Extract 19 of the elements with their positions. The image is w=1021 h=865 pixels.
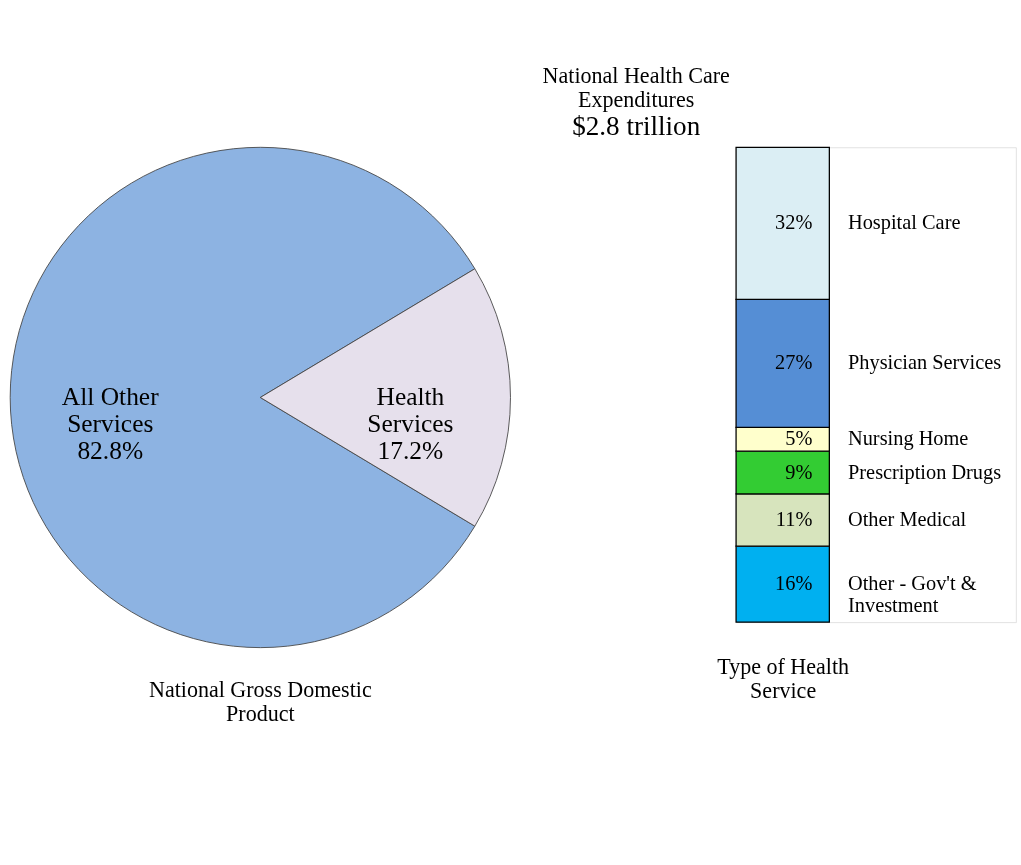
data-label: 11%: [775, 508, 813, 531]
data-label: 17.2%: [377, 436, 444, 466]
x-axis-title: Type of Health Service: [717, 654, 850, 704]
data-label: 16%: [775, 572, 813, 595]
series-label: Other Medical: [848, 508, 967, 531]
series-label: Hospital Care: [848, 211, 961, 235]
series-label: Physician Services: [848, 351, 1002, 375]
series-label: Prescription Drugs: [848, 460, 1002, 484]
slice-label: All Other Services: [61, 382, 160, 439]
data-label: 27%: [775, 351, 813, 374]
series-label: Other - Gov't & Investment: [848, 572, 977, 617]
data-label: 82.8%: [77, 436, 144, 466]
chart-title: National Health Care Expenditures: [542, 63, 730, 112]
text: National Gross Domestic Product: [148, 676, 372, 726]
series-label: Nursing Home: [848, 427, 969, 451]
data-label: 9%: [785, 460, 813, 483]
data-label: 32%: [775, 211, 813, 234]
data-label: 5%: [785, 427, 813, 450]
slice-label: Health Services: [367, 382, 454, 439]
